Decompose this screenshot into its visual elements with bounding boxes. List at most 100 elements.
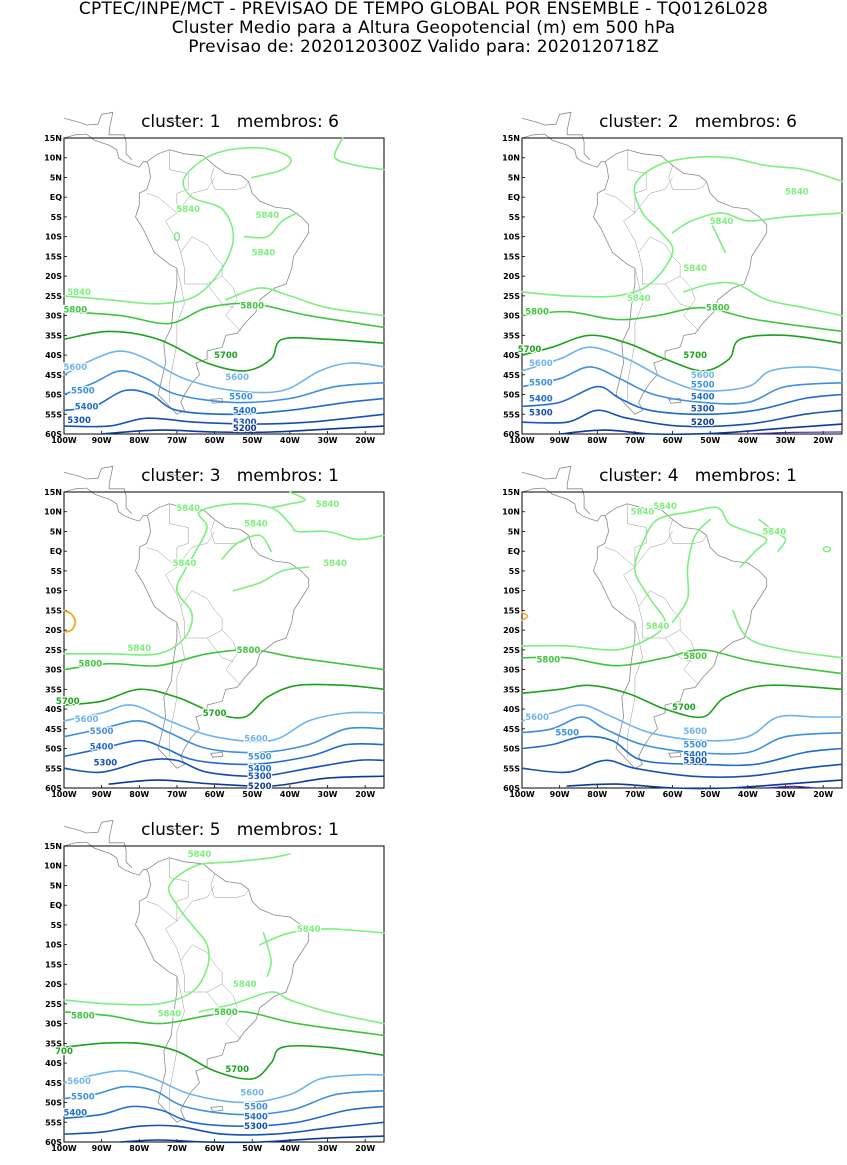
contour-line xyxy=(709,220,727,254)
contour-line xyxy=(63,758,385,778)
country-border xyxy=(180,252,223,285)
country-border xyxy=(623,177,673,253)
contour-line xyxy=(521,704,843,742)
country-border xyxy=(169,268,185,403)
lat-tick-label: 5N xyxy=(508,173,520,182)
contour-group xyxy=(63,137,385,435)
contour-line xyxy=(63,502,385,656)
main-title: CPTEC/INPE/MCT - PREVISAO DE TEMPO GLOBA… xyxy=(78,0,769,19)
country-border xyxy=(210,165,249,190)
country-border xyxy=(668,519,707,544)
lat-tick-label: 5N xyxy=(50,173,62,182)
lon-tick-label: 20W xyxy=(813,436,833,445)
coastline-caribbean xyxy=(623,471,643,479)
lat-tick-label: 60S xyxy=(45,430,62,439)
contour-label: 5800 xyxy=(537,656,561,666)
lon-tick-label: 50W xyxy=(242,1144,262,1153)
coastline-central-america xyxy=(521,111,591,160)
contour-line xyxy=(521,155,843,298)
contour-label: 5840 xyxy=(323,559,347,569)
lat-tick-label: 20S xyxy=(45,626,62,635)
lon-tick-label: 70W xyxy=(625,790,645,799)
lat-tick-label: 20S xyxy=(45,272,62,281)
contour-line xyxy=(63,704,385,743)
contour-label: 700 xyxy=(55,1047,73,1057)
lon-tick-label: 90W xyxy=(92,1144,112,1153)
contour-line xyxy=(63,609,77,633)
country-border xyxy=(206,283,234,308)
contour-group xyxy=(521,506,843,790)
contour-label: 5400 xyxy=(248,764,272,774)
lat-tick-label: 50S xyxy=(45,391,62,400)
lat-tick-label: 45S xyxy=(45,1079,62,1088)
contour-label: 5800 xyxy=(706,304,730,314)
contour-label: 5700 xyxy=(225,1065,249,1075)
lat-tick-label: 5S xyxy=(51,567,63,576)
lat-tick-label: 15N xyxy=(44,488,62,497)
lat-tick-label: 15N xyxy=(44,842,62,851)
coastline-central-america xyxy=(63,111,133,160)
coastline-south-america xyxy=(135,857,310,1123)
forecast-dates: Previsao de: 2020120300Z Valido para: 20… xyxy=(188,37,659,57)
geopotential-map: 15N10N5NEQ5S10S15S20S25S30S35S40S45S50S5… xyxy=(44,819,385,1153)
coastline-caribbean xyxy=(165,117,185,125)
lat-tick-label: 5S xyxy=(509,567,521,576)
lat-tick-label: 40S xyxy=(45,351,62,360)
contour-label: 5500 xyxy=(683,741,707,751)
contour-line xyxy=(521,759,843,778)
panel-title: cluster: 4 membros: 1 xyxy=(599,466,797,486)
panel-title: cluster: 3 membros: 1 xyxy=(141,466,339,486)
country-border xyxy=(638,236,700,332)
contour-line xyxy=(671,212,843,234)
lon-tick-label: 20W xyxy=(355,790,375,799)
country-border xyxy=(604,193,636,214)
cluster-panel: cluster: 4 membros: 1 15N 10N 5N EQ 5S 10S 15S… xyxy=(502,465,847,811)
contour-label: 5840 xyxy=(244,520,268,530)
coastline-south-america xyxy=(593,149,768,415)
contour-line xyxy=(63,720,385,754)
lat-tick-label: EQ xyxy=(508,193,520,202)
contour-label: 5840 xyxy=(188,850,212,860)
country-border xyxy=(146,901,178,922)
lat-tick-label: 15N xyxy=(44,134,62,143)
lon-tick-label: 30W xyxy=(318,790,338,799)
contour-label: 5400 xyxy=(90,743,114,753)
contour-label: 5600 xyxy=(63,363,87,373)
contour-label: 5800 xyxy=(63,306,87,316)
lat-tick-label: 5S xyxy=(509,213,521,222)
contour-label: 5600 xyxy=(244,735,268,745)
country-border xyxy=(206,637,234,662)
contour-line xyxy=(521,346,843,392)
contour-label: 5840 xyxy=(710,217,734,227)
cluster-panel: cluster: 3 membros: 1 15N 10N 5N EQ 5S 10S 15S… xyxy=(44,465,430,811)
lat-tick-label: 60S xyxy=(45,784,62,793)
contour-label: 5400 xyxy=(233,406,257,416)
contour-label: 5300 xyxy=(529,408,553,418)
contour-line xyxy=(63,146,292,305)
contour-line xyxy=(63,1105,385,1127)
lat-tick-label: 15S xyxy=(45,606,62,615)
contour-label: 5500 xyxy=(691,381,715,391)
contour-line xyxy=(63,1070,385,1104)
contour-line xyxy=(521,334,843,372)
contour-label: 5800 xyxy=(79,660,103,670)
lon-tick-label: 30W xyxy=(318,436,338,445)
coastline-central-america xyxy=(63,841,147,876)
contour-label: 5840 xyxy=(158,1010,182,1020)
panel-title: cluster: 1 membros: 6 xyxy=(141,112,339,132)
lon-tick-label: 60W xyxy=(663,436,683,445)
contour-label: 5300 xyxy=(691,404,715,414)
contour-line xyxy=(100,425,385,435)
lon-tick-label: 70W xyxy=(167,1144,187,1153)
country-border xyxy=(604,547,636,568)
lat-tick-label: 15S xyxy=(503,252,520,261)
falkland-islands xyxy=(210,1106,224,1112)
lat-tick-label: 35S xyxy=(45,685,62,694)
lon-tick-label: 100W xyxy=(509,436,535,445)
lat-tick-label: 50S xyxy=(503,391,520,400)
contour-label: 5840 xyxy=(653,502,677,512)
lon-tick-label: 90W xyxy=(92,436,112,445)
coastline-central-america xyxy=(63,819,133,868)
contour-line xyxy=(232,566,310,592)
contour-group xyxy=(63,853,385,1144)
